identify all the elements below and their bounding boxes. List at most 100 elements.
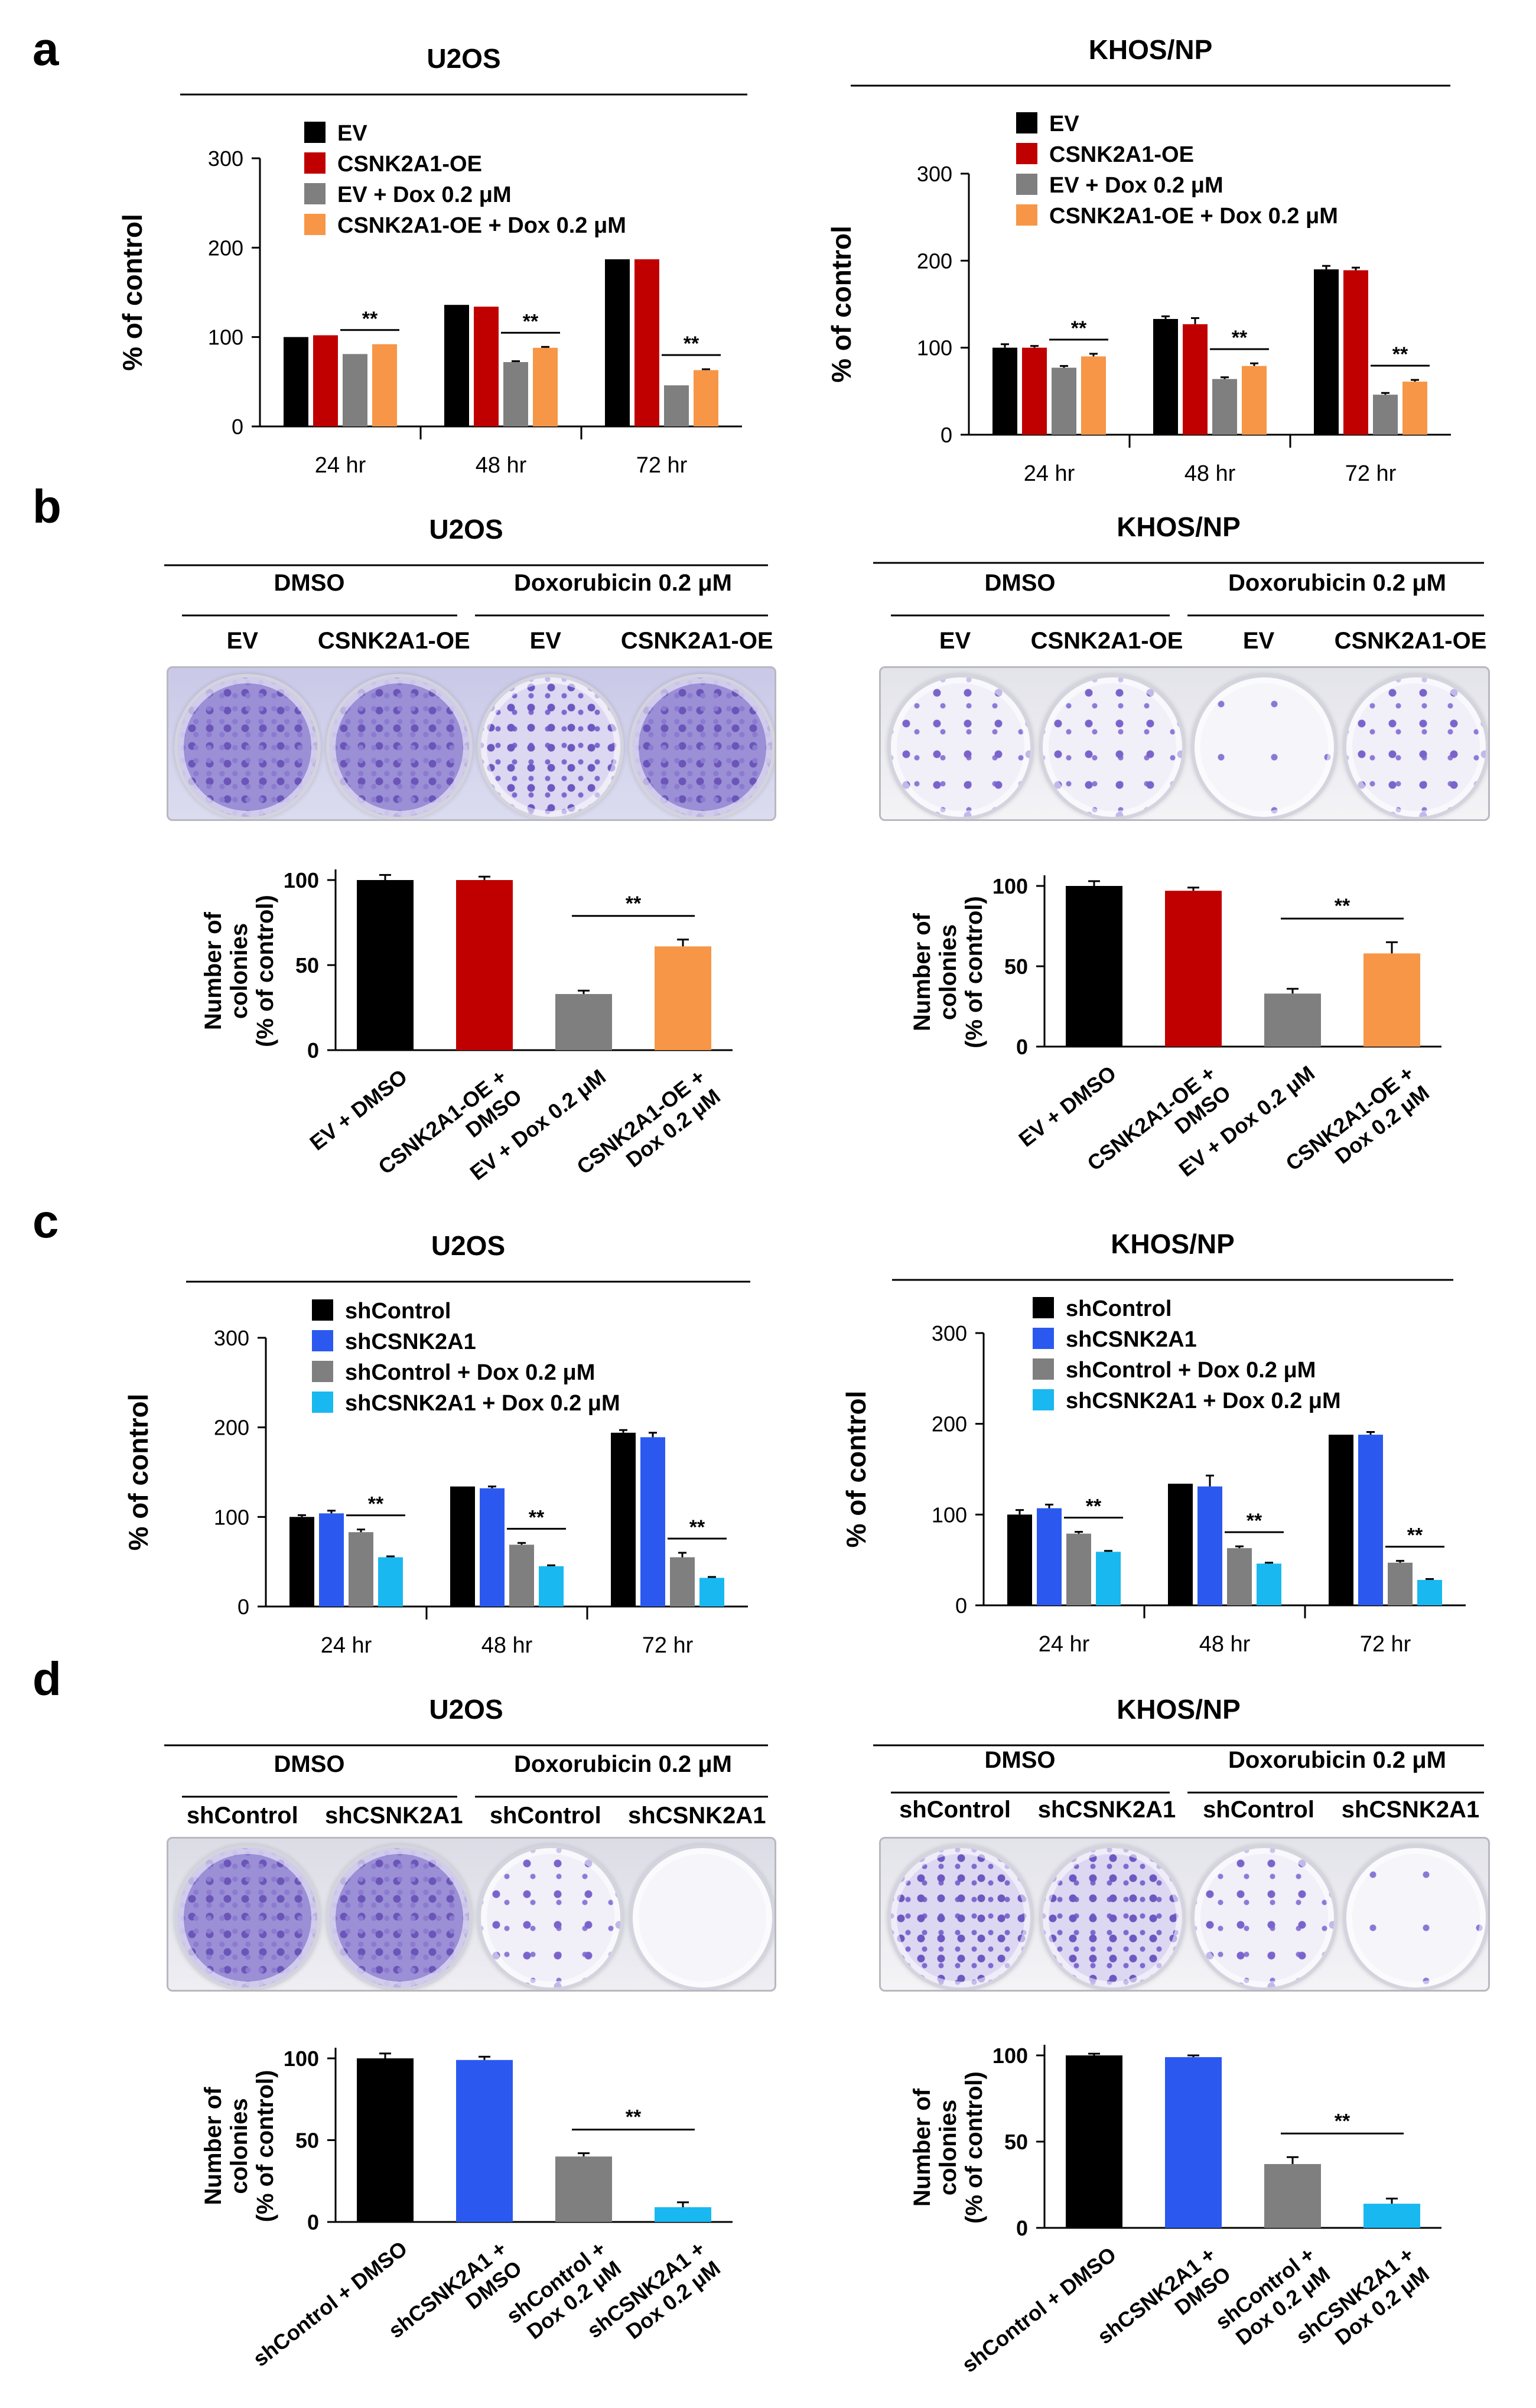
x-category-label: EV + DMSO <box>1014 1061 1121 1152</box>
significance-label: ** <box>1071 317 1087 340</box>
legend-label: EV + Dox 0.2 μM <box>1049 173 1223 198</box>
significance-label: ** <box>1232 327 1248 349</box>
y-tick-label: 100 <box>992 874 1028 898</box>
y-tick-label: 300 <box>214 1326 249 1350</box>
significance-label: ** <box>684 333 699 355</box>
panel-letter-c: c <box>32 1195 59 1247</box>
bar <box>664 385 689 426</box>
y-tick-label: 0 <box>1016 1035 1028 1059</box>
y-tick-label: 100 <box>992 2044 1028 2068</box>
legend-label: CSNK2A1-OE <box>1049 142 1194 167</box>
chart-c-u2os: U2OS shControl shCSNK2A1 shControl + Dox 0.… <box>123 1230 750 1658</box>
chart-title: KHOS/NP <box>1111 1229 1235 1259</box>
well-label: shControl <box>899 1797 1011 1823</box>
significance-label: ** <box>1407 1524 1423 1547</box>
bar <box>1363 953 1420 1047</box>
chart-title: U2OS <box>427 43 500 74</box>
legend-swatch <box>1016 204 1037 226</box>
bar <box>611 1432 636 1607</box>
bar <box>1363 2204 1420 2228</box>
significance-label: ** <box>1086 1495 1102 1518</box>
y-axis-label: % of control <box>117 214 148 371</box>
bar <box>1066 886 1122 1047</box>
bar <box>1264 2163 1321 2228</box>
culture-dish <box>629 1845 774 1990</box>
group-label: Doxorubicin 0.2 μM <box>514 570 732 596</box>
culture-dish <box>1190 1845 1338 1990</box>
legend-swatch <box>1033 1389 1054 1410</box>
bar <box>456 2060 513 2222</box>
legend-label: shCSNK2A1 <box>1066 1327 1197 1352</box>
bar <box>372 344 397 426</box>
bar <box>1257 1563 1281 1605</box>
bar <box>1358 1435 1383 1605</box>
legend-label: CSNK2A1-OE + Dox 0.2 μM <box>1049 204 1338 229</box>
bar <box>378 1557 403 1607</box>
x-category-line: shControl + DMSO <box>957 2242 1121 2377</box>
significance-label: ** <box>1335 2110 1350 2132</box>
bar <box>1066 1533 1091 1605</box>
y-axis-label: colonies <box>935 924 961 1020</box>
y-axis-label: % of control <box>123 1394 154 1551</box>
culture-dish <box>1039 1845 1186 1990</box>
y-axis-label: (% of control) <box>252 2070 278 2223</box>
x-category-label: shControl + DMSO <box>957 2242 1121 2377</box>
culture-dish <box>629 674 774 819</box>
chart-d-khos: 0 50 100 Number of colonies (% of control) shC… <box>909 2044 1441 2377</box>
legend-swatch <box>312 1392 333 1413</box>
legend-swatch <box>304 214 326 235</box>
culture-dish <box>887 1845 1034 1990</box>
bar <box>1197 1486 1222 1605</box>
bar <box>456 880 513 1050</box>
bar <box>1227 1548 1252 1605</box>
culture-dish <box>1190 674 1338 819</box>
x-category-label: 48 hr <box>1184 461 1236 486</box>
well-label: CSNK2A1-OE <box>1335 628 1487 654</box>
bar <box>1242 366 1267 435</box>
legend-label: shControl + Dox 0.2 μM <box>345 1360 595 1385</box>
culture-dish <box>887 674 1034 819</box>
panel-letter-d: d <box>32 1653 61 1705</box>
chart-title: U2OS <box>431 1230 505 1261</box>
bar <box>319 1513 344 1607</box>
y-tick-label: 0 <box>941 423 952 447</box>
y-tick-label: 100 <box>932 1503 967 1527</box>
y-tick-label: 100 <box>917 336 952 360</box>
x-category-line: shControl + DMSO <box>248 2236 412 2371</box>
well-label: EV <box>1243 628 1275 654</box>
bar <box>1022 347 1047 435</box>
y-tick-label: 100 <box>208 325 243 350</box>
bar <box>444 305 469 426</box>
bar <box>655 946 711 1050</box>
bar <box>1373 395 1398 435</box>
bar <box>1066 2055 1122 2228</box>
bar <box>533 347 558 426</box>
y-axis-label: colonies <box>226 923 252 1019</box>
bar <box>640 1437 665 1607</box>
y-axis-label: % of control <box>841 1391 871 1548</box>
plate-photo-b-khos <box>879 666 1490 821</box>
bar <box>605 259 630 426</box>
culture-dish <box>174 1845 321 1990</box>
well-label: shCSNK2A1 <box>1038 1797 1176 1823</box>
bar <box>1417 1579 1442 1605</box>
group-label: DMSO <box>985 1747 1056 1773</box>
culture-dish <box>477 1845 624 1990</box>
y-tick-label: 100 <box>284 868 319 892</box>
chart-c-khos: KHOS/NP shControl shCSNK2A1 shControl + Dox… <box>841 1229 1466 1657</box>
x-category-label: 48 hr <box>1199 1632 1251 1657</box>
legend-swatch <box>1016 112 1037 133</box>
bar <box>1096 1552 1121 1605</box>
panel-letter-b: b <box>32 480 61 533</box>
plate-title: U2OS <box>429 514 503 545</box>
well-label: EV <box>939 628 971 654</box>
y-axis-label: colonies <box>226 2098 252 2194</box>
culture-dish <box>1342 674 1488 819</box>
x-category-label: EV + DMSO <box>305 1064 412 1155</box>
group-label: DMSO <box>274 570 345 596</box>
legend-label: CSNK2A1-OE + Dox 0.2 μM <box>337 213 626 238</box>
bar <box>1264 993 1321 1047</box>
bar <box>1314 269 1339 435</box>
y-axis-label: (% of control) <box>252 895 278 1047</box>
x-category-label: 48 hr <box>481 1633 533 1658</box>
